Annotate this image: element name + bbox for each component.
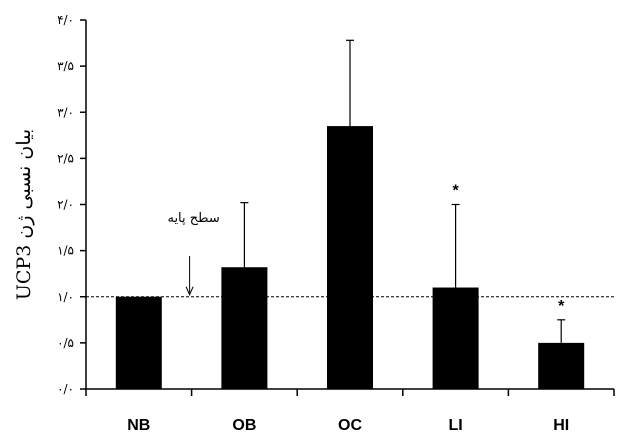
bar bbox=[115, 296, 162, 389]
significance-group: ** bbox=[452, 183, 565, 315]
y-tick-label: ۳/۵ bbox=[57, 59, 74, 73]
y-tick-label: ۲/۵ bbox=[57, 151, 74, 165]
baseline-arrow-icon bbox=[185, 256, 194, 296]
significance-marker: * bbox=[452, 183, 459, 200]
y-tick-label: ۰/۵ bbox=[57, 336, 74, 350]
y-ticks-group: ۰/۰ ۰/۵ ۱/۰ ۱/۵ ۲/۰ ۲/۵ ۳/۰ ۳/۵ ۴/۰ bbox=[57, 13, 86, 396]
x-tick-label: OB bbox=[232, 417, 256, 434]
y-tick-label: ۰/۰ bbox=[57, 382, 74, 396]
x-tick-label: LI bbox=[448, 417, 462, 434]
x-tick-label: HI bbox=[553, 417, 569, 434]
y-tick-label: ۱/۰ bbox=[57, 290, 74, 304]
y-tick-label: ۱/۵ bbox=[57, 244, 74, 258]
bar bbox=[432, 287, 479, 389]
y-tick-label: ۳/۰ bbox=[57, 105, 74, 119]
x-tick-label: NB bbox=[127, 417, 150, 434]
bar bbox=[221, 267, 268, 389]
y-axis-label: بیان نسبی ژن UCP3 bbox=[13, 129, 35, 300]
y-tick-label: ۲/۰ bbox=[57, 198, 74, 212]
bar bbox=[327, 126, 373, 390]
bars-group bbox=[115, 126, 585, 390]
significance-marker: * bbox=[558, 298, 565, 315]
x-tick-label: OC bbox=[338, 417, 362, 434]
error-bars-group bbox=[240, 39, 566, 343]
baseline-label: سطح پایه bbox=[167, 211, 219, 226]
y-tick-label: ۴/۰ bbox=[57, 13, 74, 27]
x-ticks-group: NB OB OC LI HI bbox=[85, 389, 615, 434]
arrow-head bbox=[185, 286, 194, 296]
bar bbox=[538, 342, 585, 389]
